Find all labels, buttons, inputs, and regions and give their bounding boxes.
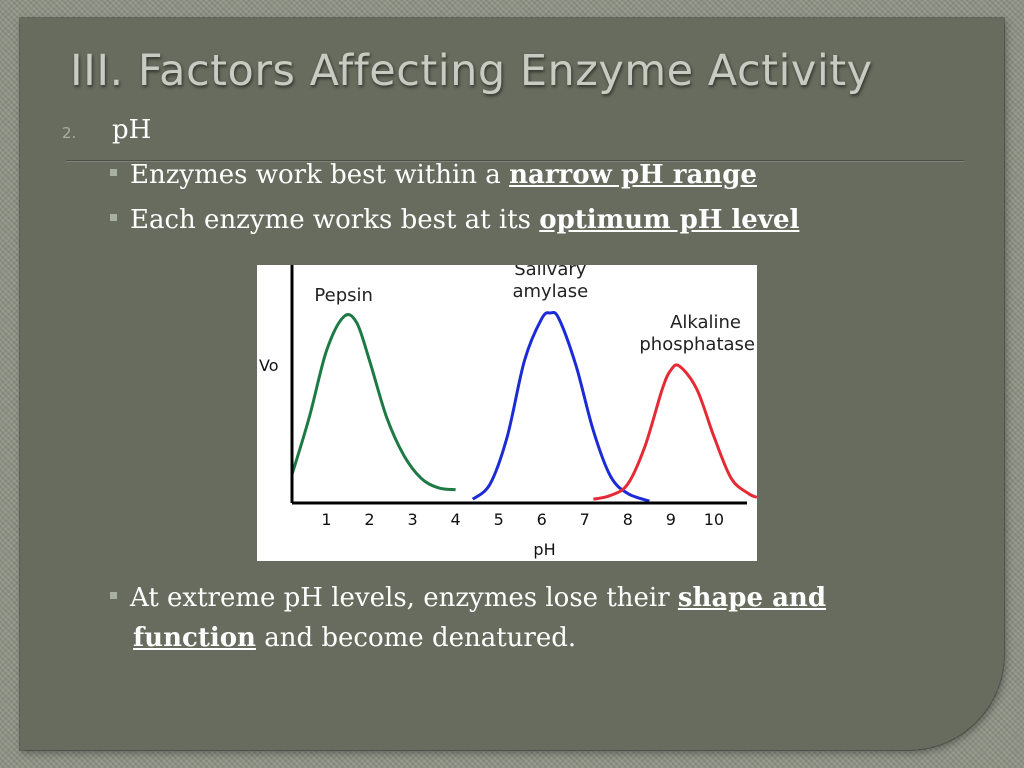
x-tick-label: 7 <box>580 510 590 529</box>
bullet-text-end: and become denatured. <box>255 623 577 653</box>
bullet-emphasis: optimum pH level <box>539 205 800 235</box>
x-tick-label: 5 <box>494 510 504 529</box>
series-label-0: Pepsin <box>314 285 373 306</box>
x-tick-label: 1 <box>321 510 331 529</box>
enzyme-ph-chart: Pepsin Salivary amylase Alkaline phosphatase… <box>257 265 757 561</box>
series-label-2: Alkaline phosphatase <box>639 312 755 355</box>
x-axis-label: pH <box>533 540 555 559</box>
bullet-denatured: At extreme pH levels, enzymes lose their… <box>110 578 826 658</box>
chart-x-ticks: 1 2 3 4 5 6 7 8 9 10 <box>321 510 724 529</box>
series-line-2 <box>593 363 757 501</box>
heading-divider <box>66 160 964 162</box>
bullet-text: Enzymes work best within a <box>130 160 510 190</box>
slide-title: III. Factors Affecting Enzyme Activity <box>70 46 873 96</box>
bullet-emphasis: shape and <box>677 583 827 613</box>
square-bullet-icon <box>110 213 117 221</box>
slide: III. Factors Affecting Enzyme Activity 2… <box>20 18 1004 750</box>
x-tick-label: 6 <box>537 510 547 529</box>
bullet-text: Each enzyme works best at its <box>130 205 540 235</box>
series-line-1 <box>471 310 650 503</box>
series-label-1: Salivary amylase <box>512 265 588 302</box>
bullet-emphasis: narrow pH range <box>509 160 757 190</box>
x-tick-label: 10 <box>704 510 724 529</box>
y-axis-label: Vo <box>259 356 279 375</box>
bullet-text: At extreme pH levels, enzymes lose their <box>130 583 678 613</box>
x-tick-label: 2 <box>364 510 374 529</box>
chart-series-labels: Pepsin Salivary amylase Alkaline phosphatase <box>314 265 755 355</box>
square-bullet-icon <box>110 168 117 176</box>
series-line-0 <box>290 313 456 492</box>
x-tick-label: 9 <box>666 510 676 529</box>
bullet-narrow-range: Enzymes work best within a narrow pH ran… <box>110 160 757 190</box>
item-number: 2. <box>62 124 77 142</box>
square-bullet-icon <box>110 591 117 599</box>
x-tick-label: 4 <box>451 510 461 529</box>
x-tick-label: 8 <box>623 510 633 529</box>
bullet-optimum-ph: Each enzyme works best at its optimum pH… <box>110 205 799 235</box>
item-heading: pH <box>112 115 152 145</box>
x-tick-label: 3 <box>407 510 417 529</box>
chart-canvas: Pepsin Salivary amylase Alkaline phosphatase… <box>259 265 757 559</box>
chart-series-layer <box>290 310 757 503</box>
bullet-emphasis-2: function <box>133 623 256 653</box>
